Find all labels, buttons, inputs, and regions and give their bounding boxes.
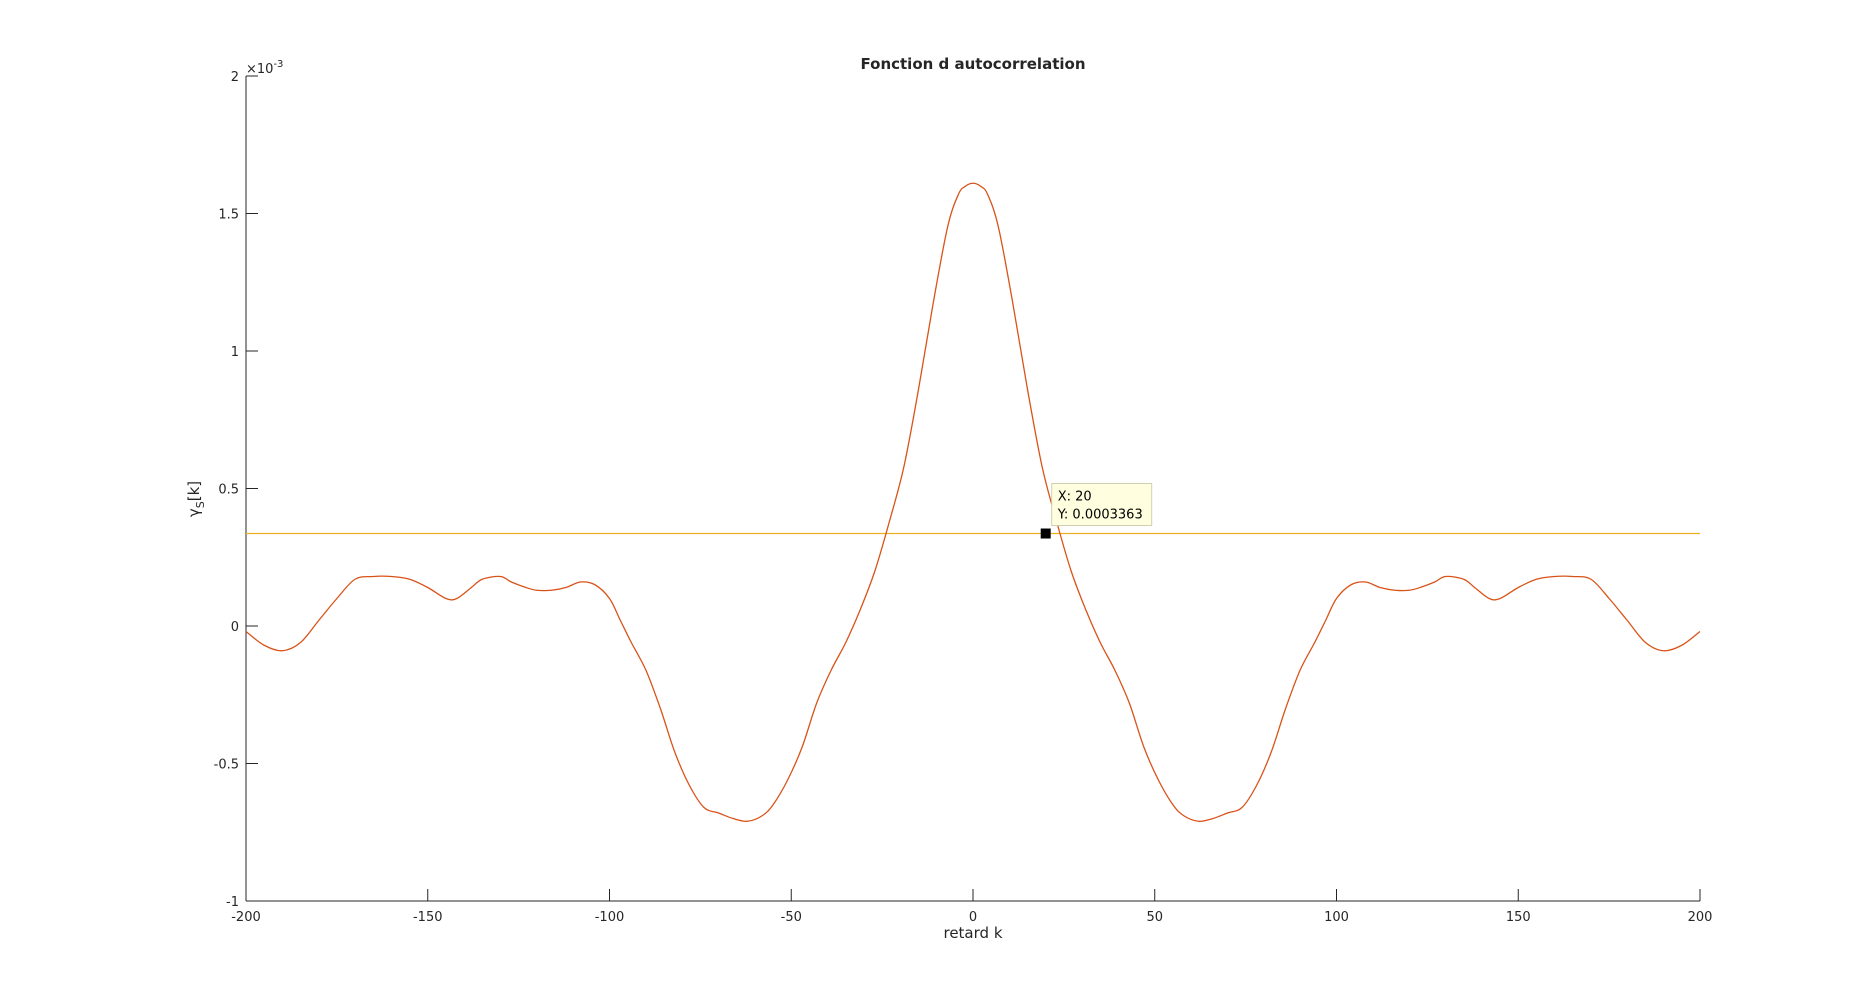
x-tick-label: -50 [781, 910, 802, 925]
data-tip-marker[interactable] [1040, 528, 1051, 539]
y-tick-label: -1 [226, 895, 239, 910]
x-tick-label: 150 [1506, 910, 1531, 925]
x-tick-label: 200 [1688, 910, 1713, 925]
y-axis-label-text: γS[k] [185, 481, 207, 517]
y-exponent-label: ×10-3 [246, 59, 283, 77]
x-tick-label: -150 [413, 910, 443, 925]
y-axis-label-tail: [k] [185, 481, 203, 501]
y-tick-label: 0 [231, 620, 239, 635]
x-tick-label: 50 [1146, 910, 1163, 925]
x-axis-label: retard k [943, 924, 1002, 942]
x-tick-label: -200 [231, 910, 261, 925]
autocorrelation-series-line [245, 182, 1701, 822]
y-axis-ticks: -1 -0.5 0 0.5 1 1.5 2 [214, 70, 258, 910]
y-tick-label: 2 [231, 70, 239, 85]
x-axis-ticks: -200 -150 -100 -50 0 50 100 150 200 [231, 889, 1712, 925]
y-tick-label: 1 [231, 345, 239, 360]
x-tick-label: -100 [595, 910, 625, 925]
y-exponent-power: -3 [273, 59, 283, 70]
data-tip[interactable]: X: 20 Y: 0.0003363 [1040, 483, 1153, 539]
y-tick-label: -0.5 [214, 758, 239, 773]
x-tick-label: 100 [1324, 910, 1349, 925]
y-tick-label: 1.5 [218, 208, 239, 223]
y-exponent-base: ×10 [246, 62, 273, 77]
y-tick-label: 0.5 [218, 483, 239, 498]
x-tick-label: 0 [969, 910, 977, 925]
y-axis-label-symbol: γ [185, 508, 203, 517]
data-tip-x: X: 20 [1058, 490, 1092, 505]
plot-area [245, 182, 1701, 822]
y-axis-label-subscript: S [194, 501, 207, 508]
chart-title: Fonction d autocorrelation [861, 55, 1086, 73]
data-tip-box [1051, 483, 1153, 527]
y-axis-label: γS[k] [185, 481, 207, 517]
data-tip-y: Y: 0.0003363 [1057, 508, 1143, 523]
